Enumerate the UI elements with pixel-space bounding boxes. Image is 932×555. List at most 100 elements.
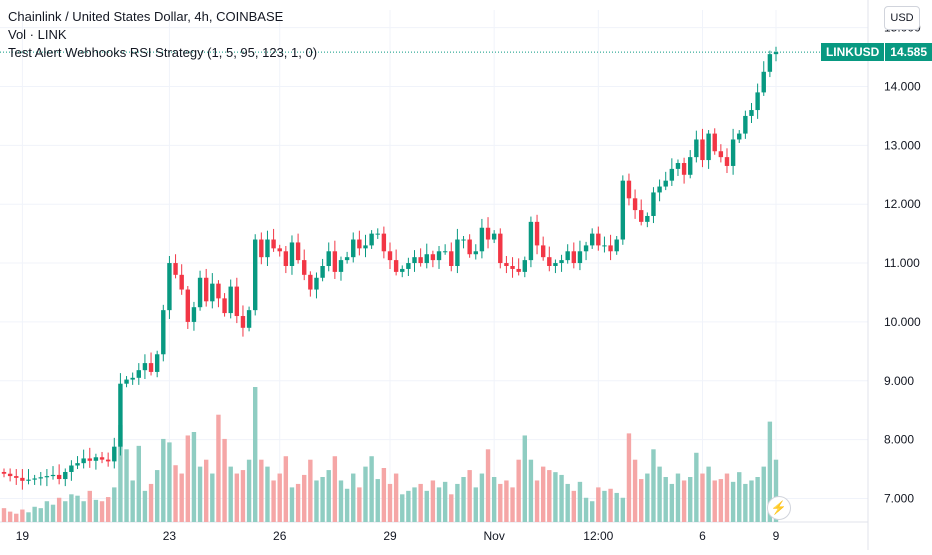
volume-bar: [589, 501, 595, 522]
candle-body: [20, 477, 25, 481]
candle-body: [461, 239, 466, 241]
volume-bar: [148, 483, 154, 522]
volume-bar: [81, 501, 86, 522]
volume-bar: [424, 490, 429, 522]
candle-body: [130, 377, 135, 380]
volume-bar: [369, 456, 374, 522]
candle-body: [81, 458, 86, 464]
volume-bar: [485, 449, 491, 522]
volume-bar: [142, 490, 148, 522]
volume-bar: [406, 490, 411, 522]
candle-body: [44, 476, 50, 478]
volume-bar: [522, 435, 527, 522]
volume-bar: [265, 466, 270, 522]
candle-body: [216, 283, 221, 299]
volume-bar: [442, 481, 448, 522]
candle-body: [161, 310, 166, 355]
volume-bar: [185, 435, 191, 522]
volume-bar: [528, 459, 534, 522]
volume-bar: [449, 494, 454, 522]
volume-bar: [234, 473, 240, 522]
volume-bar: [253, 387, 258, 522]
lightning-icon[interactable]: ⚡: [767, 496, 791, 520]
last-price-value: 14.585: [885, 43, 932, 62]
candle-body: [326, 251, 331, 266]
volume-bar: [571, 490, 577, 522]
candle-body: [491, 233, 497, 240]
volume-bar: [1, 508, 7, 522]
volume-bar: [706, 466, 711, 522]
volume-bar: [516, 459, 521, 522]
candle-body: [534, 221, 540, 246]
candle-body: [632, 198, 638, 211]
volume-bar: [375, 479, 380, 522]
candle-body: [449, 251, 454, 266]
candle-body: [412, 257, 417, 264]
chart-legend: Chainlink / United States Dollar, 4h, CO…: [8, 8, 317, 62]
volume-bar: [326, 470, 331, 522]
candle-body: [467, 239, 472, 255]
strategy-indicator-label[interactable]: Test Alert Webhooks RSI Strategy (1, 5, …: [8, 45, 318, 60]
volume-bar: [467, 470, 472, 522]
candle-body: [559, 260, 564, 264]
volume-indicator-label[interactable]: Vol · LINK: [8, 27, 67, 42]
volume-bar: [412, 487, 417, 522]
candle-body: [694, 139, 699, 158]
candle-body: [271, 239, 276, 249]
candle-body: [681, 163, 687, 175]
volume-bar: [173, 465, 178, 522]
candle-body: [767, 54, 773, 72]
volume-bar: [75, 495, 80, 522]
candle-body: [234, 286, 240, 317]
volume-bar: [259, 459, 264, 522]
candle-body: [302, 260, 307, 275]
candle-body: [308, 274, 313, 290]
symbol-title[interactable]: Chainlink / United States Dollar, 4h, CO…: [8, 9, 284, 24]
candle-body: [50, 474, 56, 477]
candle-body: [185, 289, 191, 322]
volume-bar: [112, 487, 117, 522]
volume-bar: [210, 473, 215, 522]
volume-bar: [197, 466, 203, 522]
candle-body: [510, 266, 515, 269]
candle-body: [639, 210, 644, 222]
volume-bar: [479, 473, 485, 522]
volume-bar: [510, 487, 515, 522]
candle-body: [253, 239, 258, 311]
volume-bar: [167, 442, 172, 522]
candle-body: [259, 239, 264, 258]
candle-body: [38, 477, 43, 479]
volume-bar: [136, 445, 141, 522]
volume-bar: [773, 459, 779, 522]
candle-body: [320, 266, 325, 278]
volume-bar: [314, 480, 319, 522]
candle-body: [516, 268, 521, 272]
candle-body: [706, 133, 711, 161]
volume-bar: [130, 480, 135, 522]
volume-bar: [191, 432, 197, 522]
currency-button[interactable]: USD: [884, 6, 920, 30]
y-tick-label: 12.000: [884, 197, 921, 211]
volume-bar: [387, 483, 393, 522]
candle-body: [173, 263, 178, 275]
candle-body: [737, 133, 742, 140]
volume-bar: [400, 494, 405, 522]
volume-bar: [93, 499, 99, 522]
candle-body: [87, 458, 92, 461]
volume-bar: [694, 452, 699, 522]
candle-body: [148, 363, 154, 372]
volume-bar: [455, 483, 460, 522]
volume-bar: [430, 480, 436, 522]
x-tick-label: 26: [273, 529, 287, 543]
volume-bar: [724, 473, 730, 522]
candle-body: [565, 251, 570, 261]
candle-body: [596, 233, 601, 246]
candle-body: [473, 251, 478, 255]
candle-body: [712, 133, 717, 152]
volume-bar: [283, 456, 289, 522]
volume-bar: [718, 479, 724, 522]
candle-body: [418, 257, 423, 264]
candle-body: [571, 251, 577, 264]
